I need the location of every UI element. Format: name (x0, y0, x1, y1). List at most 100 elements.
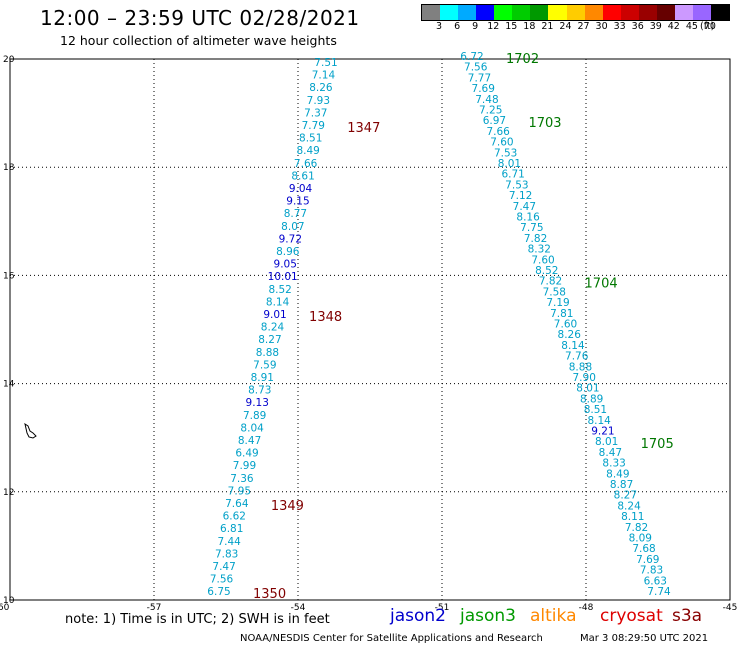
left-track-wave-height-value: 8.61 (291, 170, 314, 182)
right-track-wave-height-value: 7.60 (490, 137, 513, 149)
left-track-wave-height-value: 8.27 (258, 334, 281, 346)
left-track-wave-height-value: 9.01 (263, 309, 286, 321)
legend-swatch (566, 5, 585, 20)
legend-swatch (674, 5, 693, 20)
right-track-wave-height-value: 6.63 (644, 575, 667, 587)
left-track-wave-height-value: 9.15 (286, 196, 309, 208)
x-tick-label: -48 (579, 603, 594, 613)
left-track-wave-height-value: 8.26 (309, 82, 333, 94)
left-track-wave-height-value: 8.24 (261, 322, 285, 334)
left-track-wave-height-value: 8.51 (299, 133, 322, 145)
left-track-wave-height-value: 8.04 (240, 422, 264, 434)
legend-label: 39 (649, 21, 662, 32)
legend-label: 30 (595, 21, 608, 32)
right-track-wave-height-value: 7.82 (625, 522, 648, 534)
left-track-wave-height-value: 7.95 (228, 485, 251, 497)
x-tick-label: -45 (723, 603, 738, 613)
right-track-wave-height-value: 8.14 (587, 415, 611, 427)
left-track-pass-id: 1347 (347, 121, 380, 136)
right-track-wave-height-value: 8.47 (599, 447, 622, 459)
right-track-wave-height-value: 7.74 (647, 586, 671, 598)
right-track-wave-height-value: 8.89 (580, 393, 603, 405)
footnote: note: 1) Time is in UTC; 2) SWH is in fe… (65, 612, 330, 627)
left-track-wave-height-value: 10.01 (268, 271, 298, 283)
legend-label: 45 (685, 21, 698, 32)
right-track-wave-height-value: 6.72 (460, 51, 483, 63)
x-tick-label: -57 (147, 603, 162, 613)
satellite-name: altika (530, 606, 577, 626)
right-track-wave-height-value: 7.53 (505, 179, 528, 191)
right-track-wave-height-value: 7.68 (632, 543, 655, 555)
right-track-wave-height-value: 7.19 (546, 297, 569, 309)
left-track-wave-height-value: 8.77 (284, 208, 307, 220)
left-track-wave-height-value: 9.13 (246, 397, 269, 409)
legend-label: 27 (577, 21, 590, 32)
right-track-wave-height-value: 8.01 (576, 383, 599, 395)
legend-swatch (494, 5, 513, 20)
legend-swatch (638, 5, 657, 20)
left-track-wave-height-value: 7.36 (230, 473, 254, 485)
left-track-wave-height-value: 7.51 (314, 57, 337, 69)
right-track-wave-height-value: 7.25 (479, 105, 502, 117)
right-track-wave-height-value: 7.66 (486, 126, 510, 138)
left-track-wave-height-value: 7.56 (210, 574, 234, 586)
satellite-name: s3a (672, 606, 703, 626)
satellite-name: cryosat (600, 606, 663, 626)
right-track-wave-height-value: 7.60 (554, 319, 577, 331)
right-track-pass-id: 1704 (585, 277, 618, 292)
right-track-wave-height-value: 7.58 (543, 286, 566, 298)
x-tick-label: -60 (0, 603, 10, 613)
satellite-name: jason2 (390, 606, 446, 626)
right-track-wave-height-value: 8.52 (535, 265, 558, 277)
right-track-wave-height-value: 8.27 (614, 490, 637, 502)
left-track-wave-height-value: 7.14 (312, 70, 336, 82)
left-track-wave-height-value: 7.47 (212, 561, 235, 573)
left-track-wave-height-value: 6.49 (235, 448, 258, 460)
legend-swatch (692, 5, 711, 20)
right-track-wave-height-value: 7.48 (475, 94, 498, 106)
legend-swatch (476, 5, 495, 20)
legend-label: 33 (613, 21, 626, 32)
right-track-wave-height-value: 7.69 (636, 554, 659, 566)
legend-label: 42 (667, 21, 680, 32)
left-track-wave-height-value: 7.99 (233, 460, 256, 472)
right-track-wave-height-value: 7.90 (573, 372, 596, 384)
right-track-wave-height-value: 9.21 (591, 426, 614, 438)
right-track-wave-height-value: 7.47 (513, 201, 536, 213)
left-track-wave-height-value: 6.62 (223, 511, 246, 523)
left-track-wave-height-value: 8.88 (256, 347, 279, 359)
axis-tick-labels: -60 -57 -54 -51 -48 -45 20 18 16 14 12 10 (0, 55, 737, 613)
y-tick-label: 10 (3, 596, 15, 606)
left-track-wave-height-value: 7.83 (215, 548, 238, 560)
credit-line: NOAA/NESDIS Center for Satellite Applica… (240, 633, 543, 644)
left-track-wave-height-value: 7.93 (307, 95, 330, 107)
right-track-wave-height-value: 7.77 (468, 72, 491, 84)
legend-swatch (620, 5, 639, 20)
right-track-wave-height-value: 7.69 (472, 83, 495, 95)
left-track-pass-id: 1348 (309, 310, 342, 325)
right-track-wave-height-value: 8.11 (621, 511, 644, 523)
left-track-wave-height-value: 8.52 (268, 284, 291, 296)
wave-height-color-legend (421, 4, 730, 21)
right-track-wave-height-value: 8.26 (558, 329, 582, 341)
legend-swatch (656, 5, 675, 20)
left-track-wave-height-value: 8.49 (296, 145, 319, 157)
right-track-wave-height-value: 8.87 (610, 479, 633, 491)
right-track-wave-height-value: 6.97 (483, 115, 506, 127)
left-track-wave-height-value: 6.75 (207, 586, 230, 598)
legend-label: 3 (436, 21, 443, 32)
right-track-pass-id: 1702 (506, 52, 539, 67)
right-track-wave-height-value: 8.49 (606, 468, 629, 480)
left-track-pass-id: 1350 (253, 587, 286, 602)
right-track-wave-height-value: 7.12 (509, 190, 532, 202)
y-tick-label: 16 (3, 271, 15, 281)
right-track-wave-height-value: 7.82 (539, 276, 562, 288)
left-track-wave-height-value: 7.89 (243, 410, 266, 422)
right-track-wave-height-value: 8.88 (569, 361, 592, 373)
left-track-wave-height-value: 9.72 (279, 233, 302, 245)
left-track-wave-height-value: 7.44 (217, 536, 241, 548)
left-track-wave-height-value: 9.05 (274, 259, 297, 271)
grid-lines (10, 59, 730, 600)
right-track-wave-height-value: 8.16 (516, 212, 540, 224)
